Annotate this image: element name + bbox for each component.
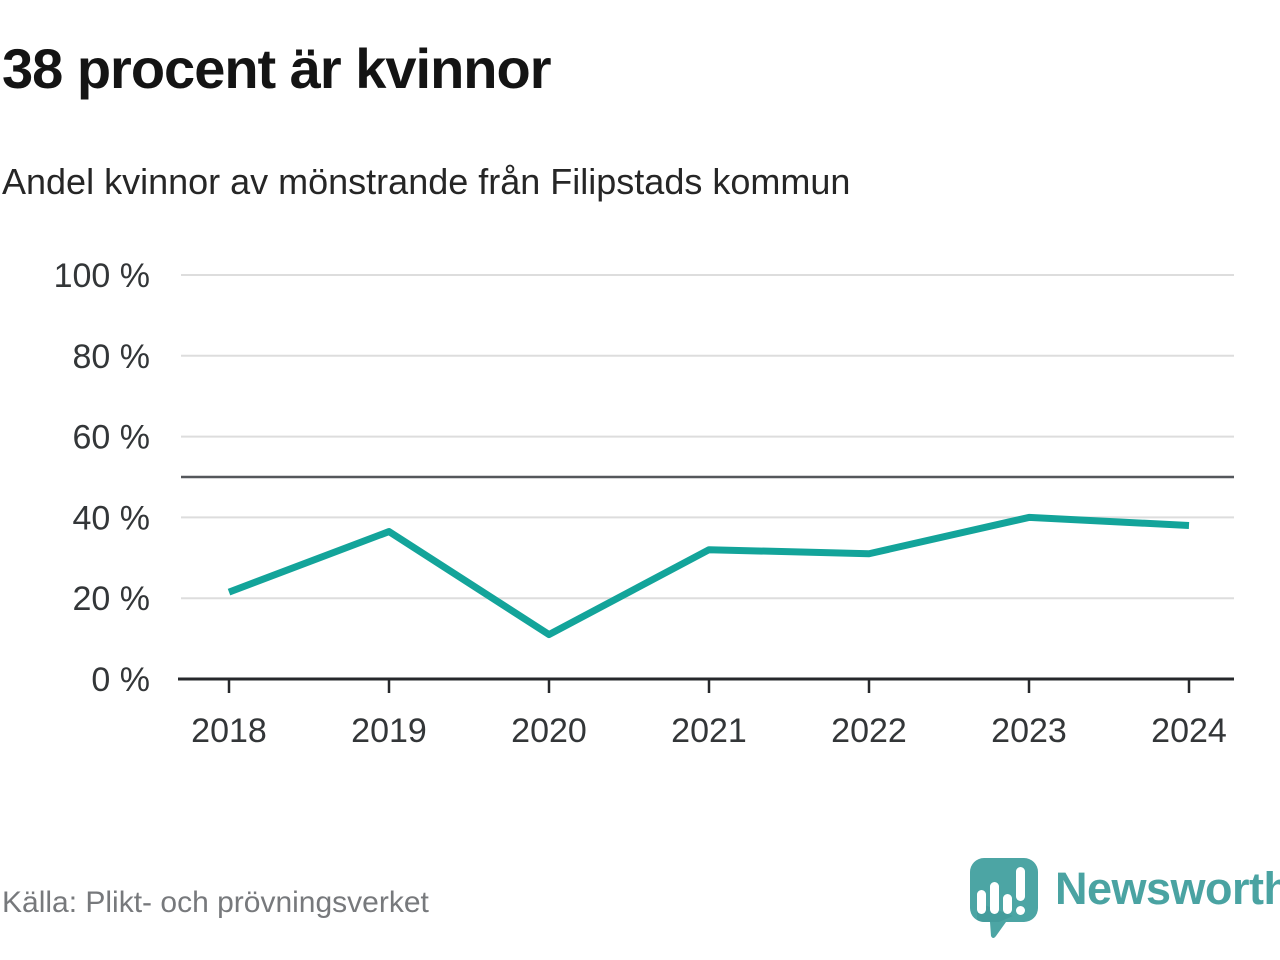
x-tick-label: 2023 (991, 712, 1067, 750)
y-tick-label: 0 % (91, 661, 150, 699)
y-tick-label: 80 % (73, 338, 151, 376)
page-title: 38 procent är kvinnor (2, 37, 552, 100)
x-tick-label: 2024 (1151, 712, 1227, 750)
y-tick-label: 100 % (54, 257, 150, 295)
y-tick-label: 60 % (73, 419, 151, 457)
x-tick-label: 2022 (831, 712, 907, 750)
source-note: Källa: Plikt- och prövningsverket (2, 886, 429, 919)
data-line-series (227, 513, 1190, 639)
x-tick-label: 2019 (351, 712, 427, 750)
brand-name: Newsworthy (1055, 863, 1280, 914)
y-tick-label: 40 % (73, 499, 151, 537)
chart-subtitle: Andel kvinnor av mönstrande från Filipst… (2, 161, 851, 202)
newsworthy-bubble-icon (970, 858, 1038, 938)
x-tick-label: 2018 (191, 712, 267, 750)
brand-logo: Newsworthy (966, 856, 1280, 940)
x-tick-label: 2021 (671, 712, 747, 750)
y-tick-label: 20 % (73, 580, 151, 618)
line-chart: 2018 2019 2020 2021 2022 2023 2024 0 % 20 % 40 % 6… (54, 257, 1234, 750)
x-tick-label: 2020 (511, 712, 587, 750)
